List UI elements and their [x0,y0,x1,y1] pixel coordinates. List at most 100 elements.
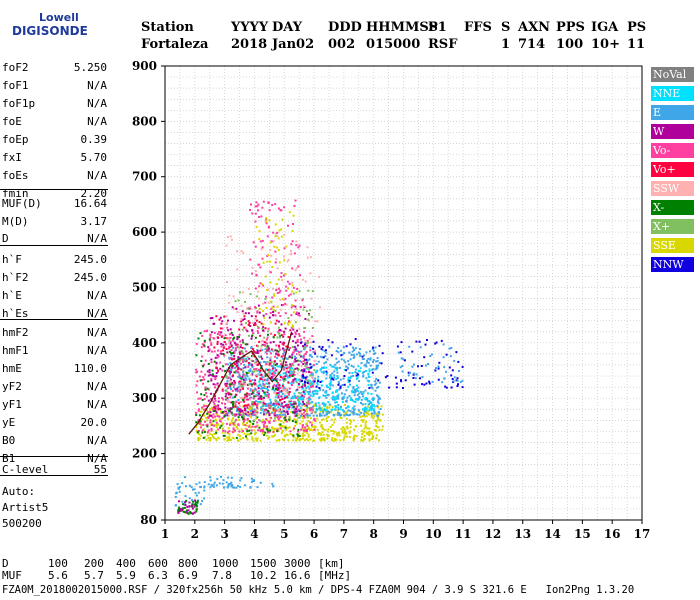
echo-point [259,439,262,442]
echo-point [280,405,283,407]
echo-point [375,360,378,363]
echo-point [250,203,252,206]
echo-point [365,351,368,354]
echo-point [275,400,278,403]
echo-point [251,272,254,275]
echo-point [227,437,230,440]
echo-point [307,435,310,438]
echo-point [262,387,264,389]
echo-point [283,366,286,369]
echo-point [254,395,257,398]
echo-point [302,308,305,311]
legend-item: NoVal [651,67,694,82]
echo-point [302,432,304,435]
echo-point [204,386,207,389]
echo-point [348,351,351,354]
echo-point [283,247,286,250]
echo-point [352,387,355,390]
echo-point [214,409,217,412]
echo-point [211,406,213,409]
echo-point [309,382,312,385]
echo-point [284,302,287,305]
echo-point [355,389,357,392]
echo-point [218,331,221,334]
echo-point [245,433,248,436]
echo-point [236,343,239,346]
echo-point [345,411,348,414]
echo-point [299,274,302,277]
echo-point [330,365,333,368]
echo-point [313,380,316,383]
echo-point [360,411,363,414]
echo-point [229,393,232,396]
echo-point [261,378,264,381]
echo-point [247,369,250,372]
echo-point [326,407,328,410]
echo-point [360,419,363,421]
echo-point [334,401,337,404]
echo-point [281,425,284,427]
echo-point [213,481,216,484]
echo-point [375,413,378,416]
echo-point [325,361,327,364]
echo-point [265,368,268,371]
echo-point [217,436,220,439]
echo-point [303,403,306,405]
echo-point [216,343,219,345]
echo-point [255,384,258,387]
echo-point [221,388,224,391]
echo-point [204,420,207,423]
echo-point [203,394,206,397]
echo-point [302,305,305,308]
echo-point [459,381,462,383]
echo-point [284,415,287,418]
echo-point [243,400,246,403]
echo-point [228,339,231,342]
echo-point [292,411,295,414]
echo-point [276,357,279,360]
echo-point [214,407,217,410]
echo-point [297,410,300,412]
echo-point [272,287,274,290]
echo-point [360,436,363,439]
echo-point [354,371,357,374]
echo-point [461,365,464,368]
echo-point [434,342,437,345]
echo-point [240,343,243,346]
echo-point [281,357,284,360]
echo-point [264,373,267,376]
echo-point [294,269,297,272]
echo-point [273,370,276,373]
echo-point [371,368,374,371]
echo-point [261,376,264,378]
echo-point [309,353,312,356]
echo-point [336,361,339,364]
echo-point [283,255,285,258]
echo-point [226,281,228,283]
echo-point [370,405,372,408]
echo-point [248,414,251,416]
echo-point [349,410,352,413]
echo-point [339,408,342,411]
echo-point [311,373,314,376]
echo-point [278,346,281,349]
echo-point [205,330,208,333]
echo-point [258,371,261,374]
echo-point [278,384,281,387]
echo-point [381,428,384,431]
echo-point [294,415,297,418]
echo-point [199,486,202,488]
echo-point [195,510,198,513]
echo-point [361,393,364,395]
echo-point [245,398,248,401]
echo-point [213,432,216,435]
x-tick-label: 1 [161,527,169,541]
echo-point [247,308,250,310]
echo-point [297,433,300,435]
echo-point [266,289,269,292]
echo-point [254,220,257,223]
echo-point [223,315,226,318]
echo-point [306,361,308,364]
echo-point [270,321,272,324]
echo-point [242,399,245,401]
